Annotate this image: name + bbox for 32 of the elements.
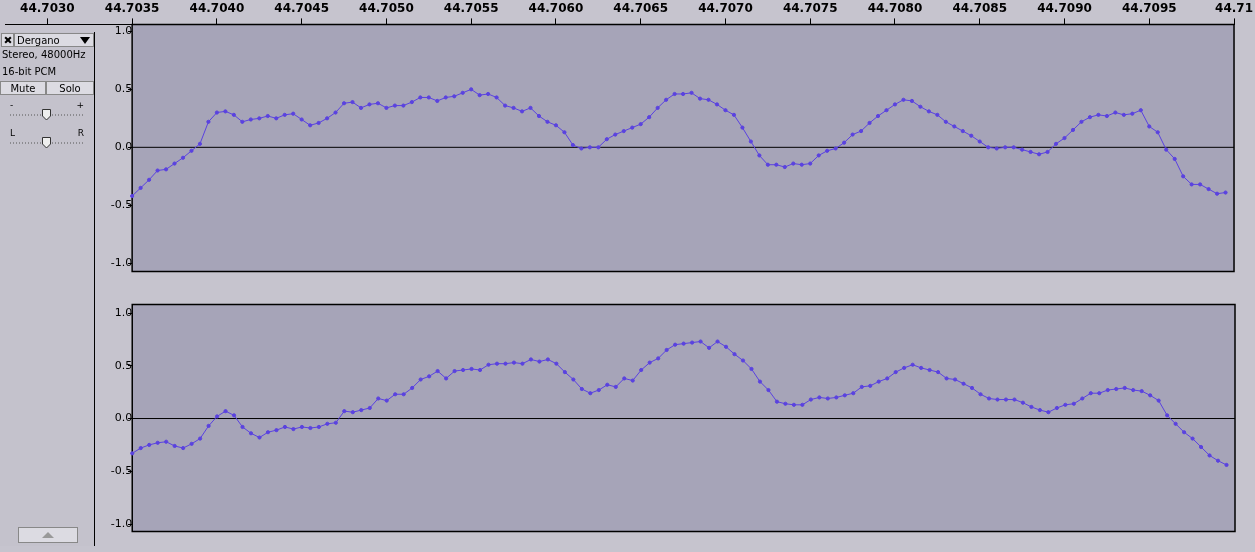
y-tick-label: -0.5 [110, 198, 133, 212]
track-menu-button: Dergano [14, 33, 94, 47]
x-tick-label: 44.7030 [20, 1, 75, 16]
y-tick-label: -0.5 [110, 464, 133, 478]
x-tick-label: 44.7085 [952, 1, 1008, 16]
y-tick-label: 0.5 [114, 358, 133, 372]
y-tick-label: 1.0 [114, 305, 133, 319]
annotation: Mute [0, 81, 46, 95]
x-tick-label: 44.7060 [528, 1, 584, 16]
x-tick-label: 44.7095 [1121, 1, 1177, 16]
x-tick-label: 44.71 [1215, 1, 1254, 16]
x-tick-label: 44.7090 [1037, 1, 1092, 16]
x-tick-label: 44.7075 [782, 1, 838, 16]
x-tick-label: 44.7035 [104, 1, 160, 16]
x-tick-label: 44.7080 [867, 1, 923, 16]
y-tick-label: 0.5 [114, 82, 133, 96]
annotation: R [77, 128, 84, 138]
annotation: L [10, 128, 16, 138]
annotation: 16-bit PCM [2, 66, 57, 77]
annotation: Dergano [17, 35, 60, 46]
x-tick-label: 44.7065 [613, 1, 669, 16]
x-tick-label: 44.7055 [443, 1, 499, 16]
x-tick-label: 44.7050 [359, 1, 414, 16]
x-tick-label: 44.7070 [698, 1, 753, 16]
y-tick-label: 0.0 [114, 411, 133, 425]
annotation: - [10, 100, 14, 110]
x-tick-label: 44.7040 [189, 1, 245, 16]
annotation: Solo [46, 81, 94, 95]
annotation: Stereo, 48000Hz [2, 49, 86, 60]
y-tick-label: -1.0 [110, 516, 133, 530]
x-tick-label: 44.7045 [274, 1, 329, 16]
annotation: + [76, 100, 84, 110]
